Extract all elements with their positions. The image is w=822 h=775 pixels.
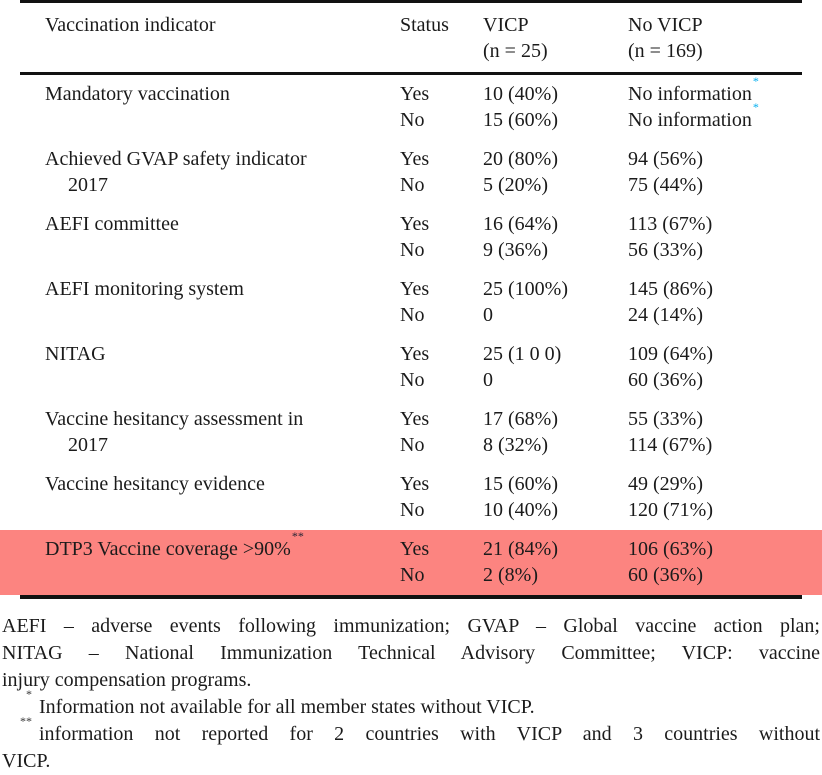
no-vicp-cell: No information* [628,74,759,105]
vicp-cell: 16 (64%) [483,213,558,235]
status-cell: Yes [400,83,430,105]
vicp-cell: 10 (40%) [483,499,558,521]
no-vicp-cell: 55 (33%) [628,408,703,430]
indicator-cell: DTP3 Vaccine coverage >90%** [45,529,304,560]
table-row-mandatory-vaccination: Mandatory vaccination Yes No 10 (40%) 15… [0,75,822,140]
no-vicp-cell: 56 (33%) [628,239,703,261]
no-vicp-cell: 49 (29%) [628,473,703,495]
status-cell: No [400,304,425,326]
indicator-cell: NITAG [45,343,106,365]
status-cell: Yes [400,213,430,235]
vicp-cell: 0 [483,304,493,326]
no-vicp-cell: 94 (56%) [628,148,703,170]
no-vicp-cell: 106 (63%) [628,538,713,560]
footnote-abbreviations-line3: injury compensation programs. [2,669,252,691]
footnote-abbreviations-line1: AEFI – adverse events following immuniza… [2,615,820,637]
no-vicp-cell: 114 (67%) [628,434,713,456]
table-row-aefi-monitoring-system: AEFI monitoring system Yes No 25 (100%) … [0,270,822,335]
no-vicp-cell: 60 (36%) [628,369,703,391]
status-cell: No [400,564,425,586]
table-row-aefi-committee: AEFI committee Yes No 16 (64%) 9 (36%) 1… [0,205,822,270]
no-vicp-cell: 60 (36%) [628,564,703,586]
indicator-cell: Mandatory vaccination [45,83,230,105]
indicator-cell-line2: 2017 [68,174,108,196]
star-marker: * [26,687,32,702]
vicp-cell: 9 (36%) [483,239,548,261]
vicp-cell: 21 (84%) [483,538,558,560]
footnote-double-star-line2: VICP. [2,750,51,772]
table-row-dtp3-coverage-highlighted: DTP3 Vaccine coverage >90%** Yes No 21 (… [0,530,822,595]
table-body: Mandatory vaccination Yes No 10 (40%) 15… [0,75,822,595]
vicp-cell: 15 (60%) [483,109,558,131]
indicator-cell: Vaccine hesitancy evidence [45,473,265,495]
col-header-no-vicp: No VICP (n = 169) [628,14,703,62]
col-header-indicator: Vaccination indicator [45,14,216,36]
indicator-cell: Vaccine hesitancy assessment in [45,408,304,430]
indicator-cell: Achieved GVAP safety indicator [45,148,307,170]
status-cell: No [400,369,425,391]
table-header-row: Vaccination indicator Status VICP (n = 2… [0,3,822,72]
no-vicp-cell: 145 (86%) [628,278,713,300]
no-vicp-cell: 113 (67%) [628,213,713,235]
status-cell: No [400,499,425,521]
vicp-cell: 8 (32%) [483,434,548,456]
vicp-cell: 15 (60%) [483,473,558,495]
status-cell: No [400,109,425,131]
status-cell: Yes [400,473,430,495]
status-cell: No [400,434,425,456]
vicp-cell: 25 (100%) [483,278,568,300]
indicator-cell: AEFI committee [45,213,179,235]
no-vicp-cell: 24 (14%) [628,304,703,326]
no-vicp-cell: 120 (71%) [628,499,713,521]
header-divider-rule [20,72,802,75]
vicp-cell: 17 (68%) [483,408,558,430]
no-vicp-cell: 75 (44%) [628,174,703,196]
vicp-cell: 5 (20%) [483,174,548,196]
table-bottom-rule [20,595,802,599]
table-row-gvap-safety-indicator: Achieved GVAP safety indicator 2017 Yes … [0,140,822,205]
vicp-cell: 10 (40%) [483,83,558,105]
status-cell: Yes [400,408,430,430]
table-footnotes: AEFI – adverse events following immuniza… [2,613,820,775]
no-vicp-cell: No information* [628,100,759,131]
indicator-cell-line2: 2017 [68,434,108,456]
vicp-cell: 2 (8%) [483,564,538,586]
footnote-double-star-line1: **information not reported for 2 countri… [20,714,820,745]
status-cell: No [400,174,425,196]
footnote-abbreviations-line2: NITAG – National Immunization Technical … [2,642,820,664]
status-cell: No [400,239,425,261]
footnote-marker-star: * [752,74,759,89]
status-cell: Yes [400,538,430,560]
footnote-marker-double-star: ** [291,529,304,544]
col-header-status: Status [400,14,449,36]
col-header-vicp: VICP (n = 25) [483,14,548,62]
status-cell: Yes [400,278,430,300]
status-cell: Yes [400,343,430,365]
table-top-rule [20,0,802,3]
footnote-star: *Information not available for all membe… [26,687,535,718]
footnote-marker-star: * [752,100,759,115]
table-row-hesitancy-assessment: Vaccine hesitancy assessment in 2017 Yes… [0,400,822,465]
vicp-cell: 25 (1 0 0) [483,343,562,365]
indicator-cell: AEFI monitoring system [45,278,244,300]
status-cell: Yes [400,148,430,170]
table-row-nitag: NITAG Yes No 25 (1 0 0) 0 109 (64%) 60 (… [0,335,822,400]
no-vicp-cell: 109 (64%) [628,343,713,365]
vicp-cell: 0 [483,369,493,391]
table-row-hesitancy-evidence: Vaccine hesitancy evidence Yes No 15 (60… [0,465,822,530]
vicp-cell: 20 (80%) [483,148,558,170]
double-star-marker: ** [20,714,32,729]
